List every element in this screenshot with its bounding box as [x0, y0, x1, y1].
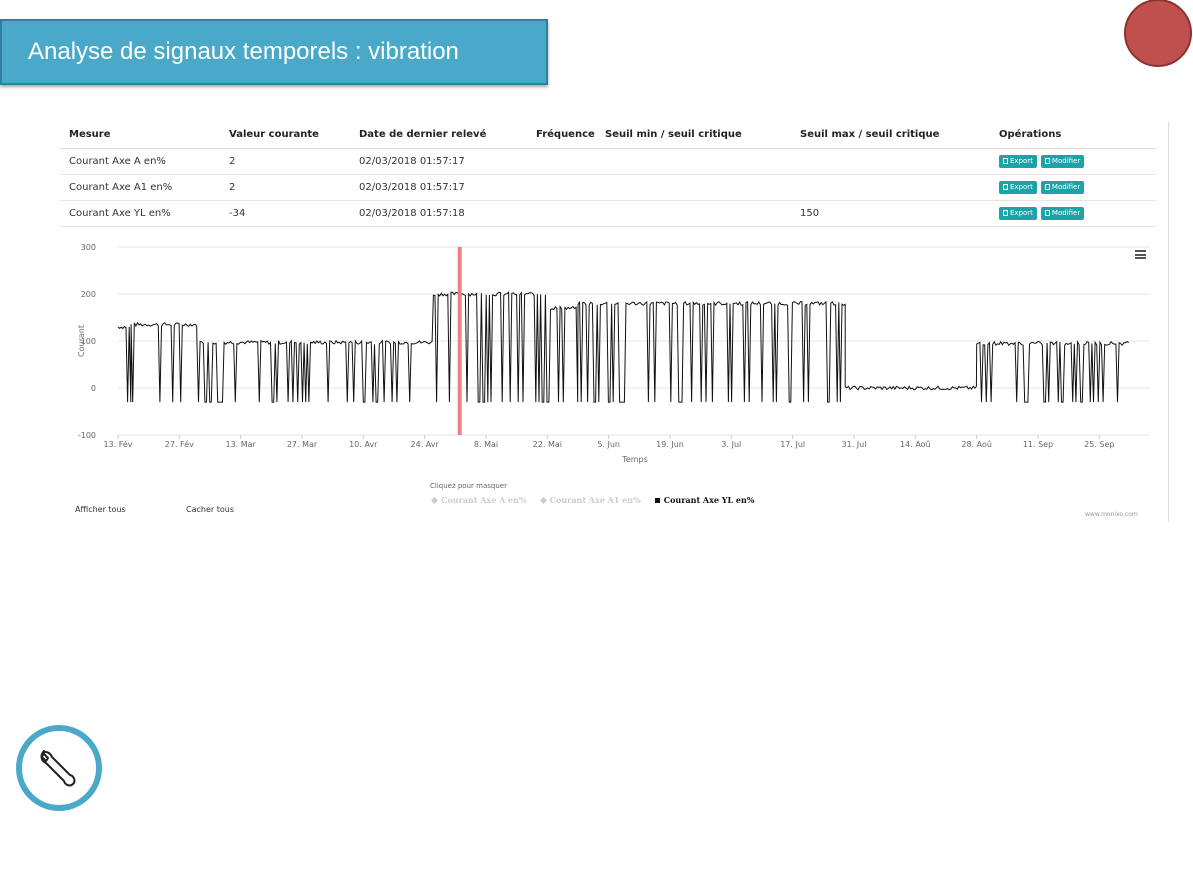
cell-seuil-max	[791, 174, 990, 201]
x-tick-label: 8. Mai	[474, 440, 498, 449]
x-tick-label: 28. Aoû	[961, 440, 992, 449]
x-tick-label: 17. Jul	[780, 440, 805, 449]
legend-item-axe-yl[interactable]: Courant Axe YL en%	[654, 495, 755, 505]
cell-frequence	[527, 200, 596, 227]
diamond-icon	[539, 496, 547, 504]
modifier-button[interactable]: Modifier	[1040, 181, 1085, 194]
x-tick-label: 5. Jun	[597, 440, 620, 449]
cell-operations: Export Modifier	[990, 200, 1156, 227]
cell-seuil-max	[791, 148, 990, 175]
edit-icon	[1044, 184, 1050, 190]
x-tick-label: 13. Fév	[103, 439, 132, 449]
x-tick-label: 31. Jul	[842, 440, 867, 449]
legend-label: Courant Axe A en%	[441, 495, 527, 505]
cell-valeur: 2	[220, 174, 350, 201]
cell-date: 02/03/2018 01:57:17	[350, 148, 527, 175]
export-button[interactable]: Export	[999, 181, 1037, 194]
table-row: Courant Axe A en% 2 02/03/2018 01:57:17 …	[60, 148, 1156, 175]
export-button[interactable]: Export	[999, 155, 1037, 168]
legend-hint: Cliquez pour masquer	[430, 482, 507, 490]
settings-button[interactable]	[16, 725, 102, 811]
cell-seuil-min	[596, 148, 791, 175]
cell-seuil-max: 150	[791, 200, 990, 227]
cell-mesure: Courant Axe YL en%	[60, 200, 220, 227]
x-tick-label: 22. Mai	[533, 440, 562, 449]
x-tick-label: 24. Avr	[411, 440, 440, 449]
col-header-seuil-max: Seuil max / seuil critique	[791, 122, 990, 149]
chart-legend: Courant Axe A en% Courant Axe A1 en% Cou…	[430, 495, 755, 505]
y-tick-label: 0	[91, 384, 96, 393]
wrench-icon	[40, 750, 76, 787]
cell-date: 02/03/2018 01:57:18	[350, 200, 527, 227]
cell-frequence	[527, 174, 596, 201]
cell-operations: Export Modifier	[990, 148, 1156, 175]
cell-seuil-min	[596, 174, 791, 201]
file-icon	[1003, 158, 1008, 164]
page-title-banner: Analyse de signaux temporels : vibration	[0, 19, 548, 85]
y-tick-label: 300	[81, 243, 96, 252]
legend-item-axe-a[interactable]: Courant Axe A en%	[430, 495, 527, 505]
x-tick-label: 13. Mar	[225, 440, 256, 449]
legend-label: Courant Axe YL en%	[663, 495, 755, 505]
x-tick-label: 10. Avr	[349, 440, 378, 449]
table-row: Courant Axe YL en% -34 02/03/2018 01:57:…	[60, 200, 1156, 227]
table-row: Courant Axe A1 en% 2 02/03/2018 01:57:17…	[60, 174, 1156, 201]
show-all-link[interactable]: Afficher tous	[75, 505, 126, 514]
col-header-operations: Opérations	[990, 122, 1156, 149]
square-icon	[654, 497, 660, 503]
line-chart: 300 200 100 0 -100 13. Fév 27. Fév 13. Mar 27. M…	[77, 243, 1150, 464]
legend-item-axe-a1[interactable]: Courant Axe A1 en%	[539, 495, 641, 505]
file-icon	[1003, 184, 1008, 190]
edit-icon	[1044, 210, 1050, 216]
hide-all-link[interactable]: Cacher tous	[186, 505, 234, 514]
col-header-frequence: Fréquence	[527, 122, 596, 149]
col-header-mesure: Mesure	[60, 122, 220, 149]
modifier-label: Modifier	[1051, 183, 1081, 191]
x-tick-label: 27. Fév	[165, 439, 194, 449]
edit-icon	[1044, 158, 1050, 164]
cell-date: 02/03/2018 01:57:17	[350, 174, 527, 201]
panel-divider	[1168, 122, 1169, 522]
col-header-date: Date de dernier relevé	[350, 122, 527, 149]
x-tick-label: 27. Mar	[287, 440, 318, 449]
y-axis-label: Courant	[77, 325, 86, 357]
modifier-button[interactable]: Modifier	[1040, 207, 1085, 220]
chart-menu-icon[interactable]	[1135, 250, 1146, 259]
x-tick-label: 14. Aoû	[900, 440, 931, 449]
legend-label: Courant Axe A1 en%	[549, 495, 641, 505]
page-title: Analyse de signaux temporels : vibration	[28, 38, 459, 65]
x-tick-label: 25. Sep	[1084, 440, 1114, 449]
modifier-button[interactable]: Modifier	[1040, 155, 1085, 168]
modifier-label: Modifier	[1051, 209, 1081, 217]
cell-valeur: -34	[220, 200, 350, 227]
diamond-icon	[430, 496, 439, 504]
file-icon	[1003, 210, 1008, 216]
col-header-valeur: Valeur courante	[220, 122, 350, 149]
x-axis-label: Temps	[621, 455, 648, 464]
status-indicator-circle[interactable]	[1124, 0, 1192, 67]
cell-valeur: 2	[220, 148, 350, 175]
table-header-row: Mesure Valeur courante Date de dernier r…	[60, 122, 1156, 149]
export-label: Export	[1010, 209, 1033, 217]
x-tick-label: 19. Jun	[656, 440, 684, 449]
export-button[interactable]: Export	[999, 207, 1037, 220]
cell-seuil-min	[596, 200, 791, 227]
cell-mesure: Courant Axe A en%	[60, 148, 220, 175]
y-tick-label: 200	[81, 290, 96, 299]
y-tick-label: 100	[81, 337, 96, 346]
export-label: Export	[1010, 183, 1033, 191]
x-tick-label: 3. Jul	[721, 440, 741, 449]
y-tick-label: -100	[78, 431, 96, 440]
export-label: Export	[1010, 157, 1033, 165]
series-line-courant-axe-yl	[117, 291, 1129, 403]
chart-credit: www.monixo.com	[1085, 511, 1138, 518]
cell-frequence	[527, 148, 596, 175]
measures-table: Mesure Valeur courante Date de dernier r…	[60, 122, 1156, 227]
modifier-label: Modifier	[1051, 157, 1081, 165]
col-header-seuil-min: Seuil min / seuil critique	[596, 122, 791, 149]
x-tick-label: 11. Sep	[1023, 440, 1053, 449]
cell-mesure: Courant Axe A1 en%	[60, 174, 220, 201]
cell-operations: Export Modifier	[990, 174, 1156, 201]
